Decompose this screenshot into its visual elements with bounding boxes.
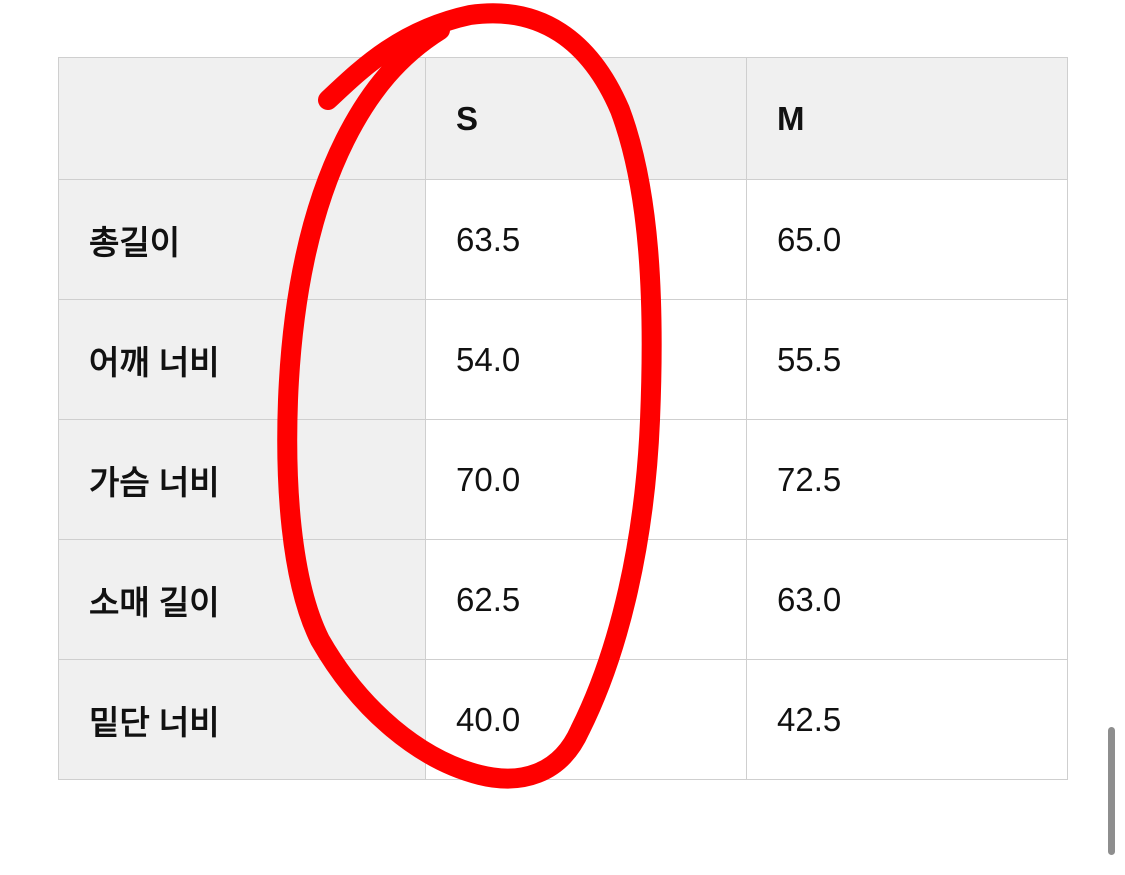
table-row: 총길이 63.5 65.0: [58, 179, 1068, 300]
table-row: 가슴 너비 70.0 72.5: [58, 419, 1068, 540]
cell-s: 63.5: [425, 179, 747, 300]
header-empty: [58, 57, 426, 180]
cell-s: 54.0: [425, 299, 747, 420]
table-row: 밑단 너비 40.0 42.5: [58, 659, 1068, 780]
scrollbar[interactable]: [1108, 727, 1115, 855]
cell-m: 55.5: [746, 299, 1068, 420]
row-label: 가슴 너비: [58, 419, 426, 540]
header-size-m: M: [746, 57, 1068, 180]
cell-s: 40.0: [425, 659, 747, 780]
header-row: S M: [58, 57, 1068, 180]
cell-m: 42.5: [746, 659, 1068, 780]
row-label: 총길이: [58, 179, 426, 300]
row-label: 어깨 너비: [58, 299, 426, 420]
cell-m: 63.0: [746, 539, 1068, 660]
row-label: 밑단 너비: [58, 659, 426, 780]
size-table: S M 총길이 63.5 65.0 어깨 너비 54.0 55.5 가슴 너비 …: [58, 57, 1068, 780]
table-row: 어깨 너비 54.0 55.5: [58, 299, 1068, 420]
cell-s: 62.5: [425, 539, 747, 660]
row-label: 소매 길이: [58, 539, 426, 660]
table-row: 소매 길이 62.5 63.0: [58, 539, 1068, 660]
cell-m: 72.5: [746, 419, 1068, 540]
cell-s: 70.0: [425, 419, 747, 540]
header-size-s: S: [425, 57, 747, 180]
cell-m: 65.0: [746, 179, 1068, 300]
